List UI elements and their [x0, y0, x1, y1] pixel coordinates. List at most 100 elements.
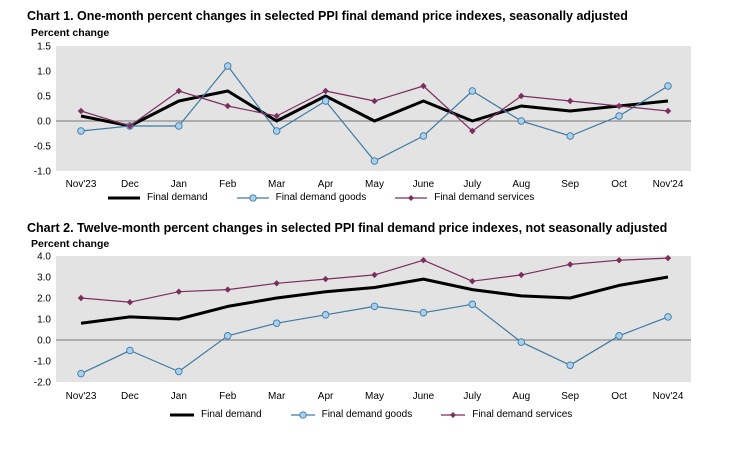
- point-final-demand-goods: [370, 302, 379, 311]
- legend-line-final-demand-goods: [290, 410, 315, 419]
- point-final-demand-services: [566, 261, 574, 268]
- point-final-demand-goods: [468, 87, 477, 95]
- y-tick-label: -0.5: [34, 142, 52, 153]
- point-final-demand-services: [664, 107, 672, 115]
- x-tick-label: Nov'23: [66, 179, 97, 190]
- chart1-title: Chart 1. One-month percent changes in se…: [27, 9, 628, 23]
- point-final-demand-services: [322, 87, 329, 95]
- point-final-demand-services: [77, 107, 85, 115]
- chart1-ylabel: Percent change: [31, 27, 110, 39]
- x-tick-label: Nov'24: [653, 179, 684, 190]
- point-final-demand-goods: [419, 132, 428, 140]
- point-final-demand-goods: [272, 127, 281, 135]
- legend-line-final-demand-goods: [236, 193, 269, 202]
- legend-final-demand: Final demand: [169, 409, 262, 420]
- x-tick-label: Jan: [171, 179, 187, 190]
- y-tick-label: 2.0: [37, 294, 51, 305]
- point-final-demand-goods: [517, 338, 526, 346]
- x-tick-label: Oct: [611, 391, 627, 402]
- point-final-demand-goods: [566, 132, 574, 140]
- y-tick-label: -2.0: [34, 378, 52, 389]
- point-final-demand-services: [566, 97, 574, 105]
- point-final-demand-services: [615, 257, 623, 264]
- x-tick-label: Aug: [512, 179, 530, 190]
- x-tick-label: Dec: [121, 391, 139, 402]
- y-tick-label: 4.0: [37, 252, 51, 263]
- legend-line-final-demand-services: [441, 411, 466, 418]
- x-tick-label: Sep: [561, 391, 579, 402]
- point-final-demand-goods: [321, 311, 330, 319]
- x-tick-label: Aug: [512, 391, 530, 402]
- legend-line-final-demand: [108, 196, 140, 199]
- x-tick-label: Apr: [318, 391, 334, 402]
- x-tick-label: July: [463, 179, 481, 190]
- x-tick-label: Apr: [318, 179, 334, 190]
- point-final-demand-services: [273, 112, 280, 120]
- x-tick-label: Feb: [219, 391, 237, 402]
- point-final-demand-goods: [77, 369, 85, 378]
- point-final-demand-goods: [468, 300, 477, 309]
- point-final-demand-services: [518, 271, 525, 279]
- x-tick-label: July: [463, 391, 481, 402]
- point-final-demand-goods: [272, 319, 281, 327]
- legend-line-final-demand-services: [395, 194, 428, 201]
- point-final-demand-goods: [566, 361, 574, 369]
- y-tick-label: 0.5: [37, 92, 51, 103]
- x-tick-label: Nov'23: [66, 391, 97, 402]
- point-final-demand-services: [224, 286, 231, 293]
- point-final-demand-services: [322, 275, 329, 283]
- x-tick-label: Jan: [171, 391, 187, 402]
- x-tick-label: Nov'24: [653, 391, 684, 402]
- point-final-demand-services: [518, 92, 525, 100]
- legend-final-demand-services: Final demand services: [440, 409, 572, 420]
- x-tick-label: Feb: [219, 179, 237, 190]
- point-final-demand-goods: [615, 332, 623, 340]
- point-final-demand-services: [420, 257, 427, 264]
- point-final-demand-services: [175, 288, 183, 295]
- point-final-demand-services: [664, 254, 672, 262]
- chart1-plot: 1.5 1.0 0.5 0.0 -0.5 -1.0 Nov'23 Dec Jan Feb Mar Ap…: [34, 42, 691, 190]
- legend-final-demand-services: Final demand services: [394, 192, 534, 203]
- chart2-ylabel: Percent change: [31, 238, 110, 250]
- point-final-demand-services: [420, 82, 427, 90]
- legend-label: Final demand goods: [275, 192, 367, 203]
- series-line-final-demand: [80, 275, 669, 325]
- point-final-demand-goods: [419, 308, 428, 317]
- x-tick-label: May: [365, 179, 384, 190]
- point-final-demand-goods: [223, 332, 232, 340]
- legend-final-demand-goods: Final demand goods: [236, 192, 367, 203]
- point-final-demand-goods: [175, 367, 183, 376]
- x-tick-label: Dec: [121, 179, 139, 190]
- x-tick-label: June: [413, 179, 435, 190]
- point-final-demand-goods: [175, 122, 183, 130]
- point-final-demand-goods: [223, 62, 232, 70]
- x-tick-label: Mar: [268, 179, 286, 190]
- point-final-demand-services: [371, 97, 378, 105]
- y-tick-label: 0.0: [37, 117, 51, 128]
- point-final-demand-goods: [77, 127, 85, 135]
- x-tick-label: Oct: [611, 179, 627, 190]
- point-final-demand-services: [615, 102, 623, 110]
- y-tick-label: 3.0: [37, 273, 51, 284]
- legend-label: Final demand goods: [321, 409, 413, 420]
- point-final-demand-goods: [321, 97, 330, 105]
- point-final-demand-services: [175, 87, 183, 95]
- legend-label: Final demand services: [434, 192, 535, 203]
- point-final-demand-goods: [370, 157, 379, 165]
- y-tick-label: 1.0: [37, 315, 51, 326]
- point-final-demand-services: [469, 278, 476, 285]
- y-tick-label: -1.0: [34, 167, 52, 178]
- point-final-demand-services: [126, 299, 134, 306]
- x-tick-label: May: [365, 391, 384, 402]
- point-final-demand-services: [224, 102, 231, 110]
- legend-label: Final demand services: [472, 409, 573, 420]
- point-final-demand-goods: [664, 313, 672, 321]
- legend-final-demand: Final demand: [107, 192, 208, 203]
- y-tick-label: -1.0: [34, 357, 52, 368]
- chart1-legend: Final demand Final demand goods Final de…: [107, 192, 562, 203]
- point-final-demand-goods: [126, 346, 134, 355]
- y-tick-label: 1.5: [37, 42, 51, 53]
- chart2-legend: Final demand Final demand goods Final de…: [169, 409, 600, 420]
- legend-line-final-demand: [170, 413, 194, 416]
